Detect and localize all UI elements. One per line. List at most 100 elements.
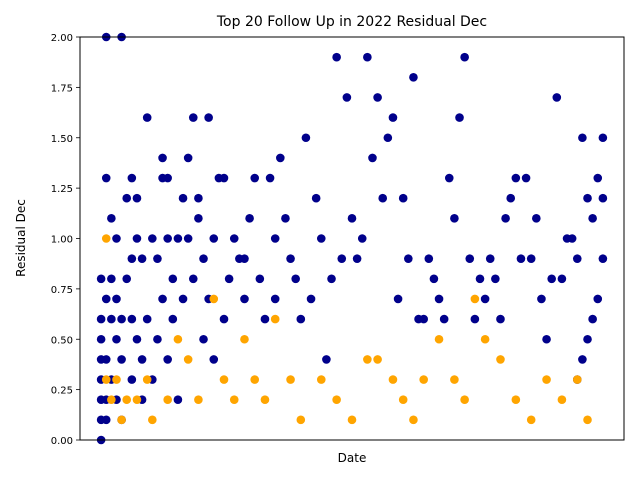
scatter-point [117, 415, 126, 425]
scatter-point [122, 274, 132, 284]
scatter-point [572, 375, 582, 384]
scatter-point [127, 375, 137, 384]
scatter-point [137, 254, 147, 263]
scatter-point [363, 52, 372, 62]
scatter-point [496, 355, 505, 364]
scatter-point [373, 93, 382, 102]
scatter-point [598, 254, 608, 263]
scatter-point [132, 193, 142, 203]
scatter-point [434, 334, 444, 344]
scatter-point [168, 274, 178, 284]
scatter-point [173, 234, 183, 243]
scatter-point [240, 334, 249, 344]
scatter-point [260, 314, 270, 324]
scatter-point [598, 133, 608, 143]
scatter-point [429, 274, 439, 284]
scatter-point [470, 314, 480, 324]
scatter-point [439, 314, 449, 324]
scatter-point [393, 294, 403, 304]
scatter-point [419, 375, 428, 384]
scatter-point [224, 274, 234, 284]
scatter-point [537, 294, 546, 304]
y-axis-label: Residual Dec [14, 199, 28, 277]
scatter-point [148, 234, 157, 243]
scatter-point [368, 153, 377, 163]
scatter-point [240, 254, 249, 263]
series-1 [101, 234, 592, 425]
scatter-point [127, 314, 137, 324]
scatter-point [557, 274, 567, 284]
scatter-point [112, 375, 121, 384]
scatter-point [173, 395, 183, 405]
scatter-point [276, 153, 285, 163]
scatter-point [158, 153, 167, 163]
scatter-point [153, 254, 162, 263]
scatter-point [501, 214, 510, 223]
scatter-point [199, 254, 208, 263]
scatter-point [194, 193, 203, 203]
scatter-point [265, 173, 275, 183]
scatter-point [132, 334, 142, 344]
scatter-point [291, 274, 300, 284]
scatter-point [194, 214, 203, 223]
scatter-point [583, 193, 592, 203]
scatter-point [526, 415, 536, 425]
scatter-point [593, 294, 603, 304]
scatter-point [148, 415, 157, 425]
y-tick-label: 0.75 [51, 285, 73, 296]
scatter-point [383, 133, 393, 143]
scatter-point [470, 294, 480, 304]
scatter-point [378, 193, 388, 203]
scatter-point [593, 173, 603, 183]
scatter-point [183, 355, 193, 364]
scatter-point [163, 355, 172, 364]
scatter-point [342, 93, 352, 102]
scatter-point [101, 415, 111, 425]
scatter-point [188, 274, 198, 284]
scatter-point [209, 355, 219, 364]
scatter-point [122, 395, 132, 405]
scatter-point [281, 214, 290, 223]
scatter-point [542, 375, 551, 384]
scatter-point [485, 254, 495, 263]
scatter-point [583, 334, 592, 344]
y-tick-label: 0.25 [51, 386, 73, 397]
scatter-point [142, 314, 152, 324]
scatter-point [434, 294, 444, 304]
scatter-point [316, 375, 326, 384]
scatter-point [107, 214, 116, 223]
scatter-point [480, 334, 490, 344]
scatter-point [96, 274, 106, 284]
scatter-points [96, 32, 608, 445]
plot-area [79, 32, 625, 445]
scatter-point [419, 314, 428, 324]
scatter-point [183, 153, 193, 163]
scatter-point [347, 415, 357, 425]
scatter-point [409, 415, 418, 425]
y-tick-label: 1.50 [51, 134, 73, 145]
scatter-point [583, 415, 592, 425]
scatter-point [511, 395, 521, 405]
scatter-point [398, 395, 408, 405]
scatter-point [101, 375, 111, 384]
scatter-point [363, 355, 372, 364]
y-tick-label: 2.00 [51, 33, 73, 44]
scatter-point [142, 113, 152, 122]
scatter-point [301, 133, 311, 143]
scatter-point [127, 173, 137, 183]
y-tick-label: 1.25 [51, 184, 73, 195]
scatter-point [332, 395, 341, 405]
scatter-point [101, 234, 111, 243]
scatter-point [229, 234, 239, 243]
scatter-point [117, 355, 126, 364]
scatter-point [578, 133, 587, 143]
y-axis: 0.00 0.25 0.50 0.75 1.00 1.25 1.50 1.75 2.00 [51, 33, 80, 447]
scatter-point [337, 254, 347, 263]
scatter-point [173, 334, 183, 344]
scatter-point [460, 52, 469, 62]
scatter-point [219, 314, 229, 324]
scatter-point [132, 395, 142, 405]
scatter-point [178, 294, 188, 304]
scatter-point [578, 355, 587, 364]
